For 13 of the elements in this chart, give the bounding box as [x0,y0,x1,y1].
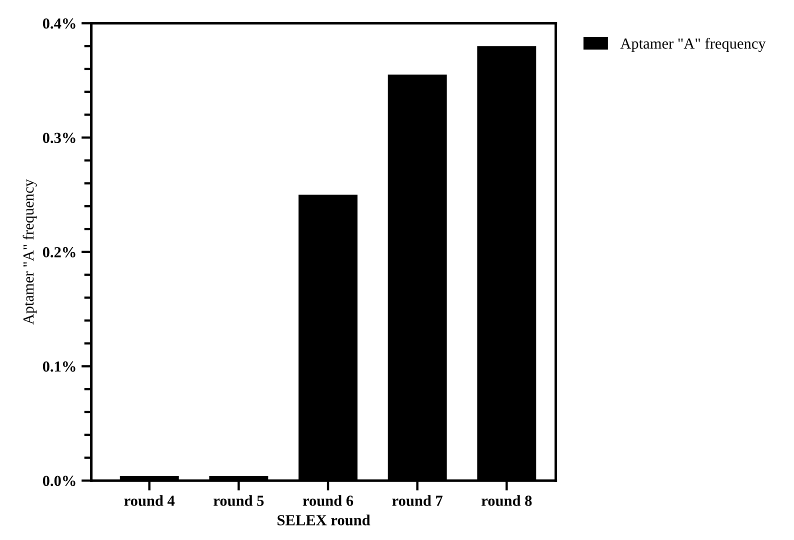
legend-label: Aptamer "A" frequency [620,38,766,52]
x-tick-label: round 4 [124,495,175,506]
x-tick-label: round 7 [392,495,443,506]
x-tick-label: round 6 [302,495,354,506]
y-tick-label: 0.4% [42,18,76,29]
x-axis-title: SELEX round [278,514,370,526]
y-tick-label: 0.2% [42,247,76,258]
y-tick-label: 0.1% [42,361,76,372]
y-tick-label: 0.3% [42,132,76,144]
y-tick-label: 0.0% [42,476,76,486]
x-tick-label: round 5 [214,495,264,506]
y-axis-title: Aptamer "A" frequency [22,179,37,325]
x-tick-label: round 8 [482,495,532,506]
